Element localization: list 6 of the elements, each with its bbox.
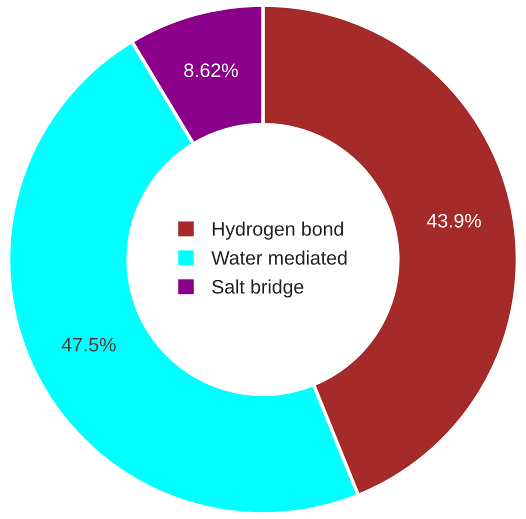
legend-label: Hydrogen bond [212,222,343,240]
legend-label: Water mediated [211,250,347,265]
data-label: 8.62% [184,63,238,78]
data-label: 43.9% [426,214,481,228]
legend-label: Salt bridge [212,279,304,298]
data-label: 47.5% [62,338,116,352]
